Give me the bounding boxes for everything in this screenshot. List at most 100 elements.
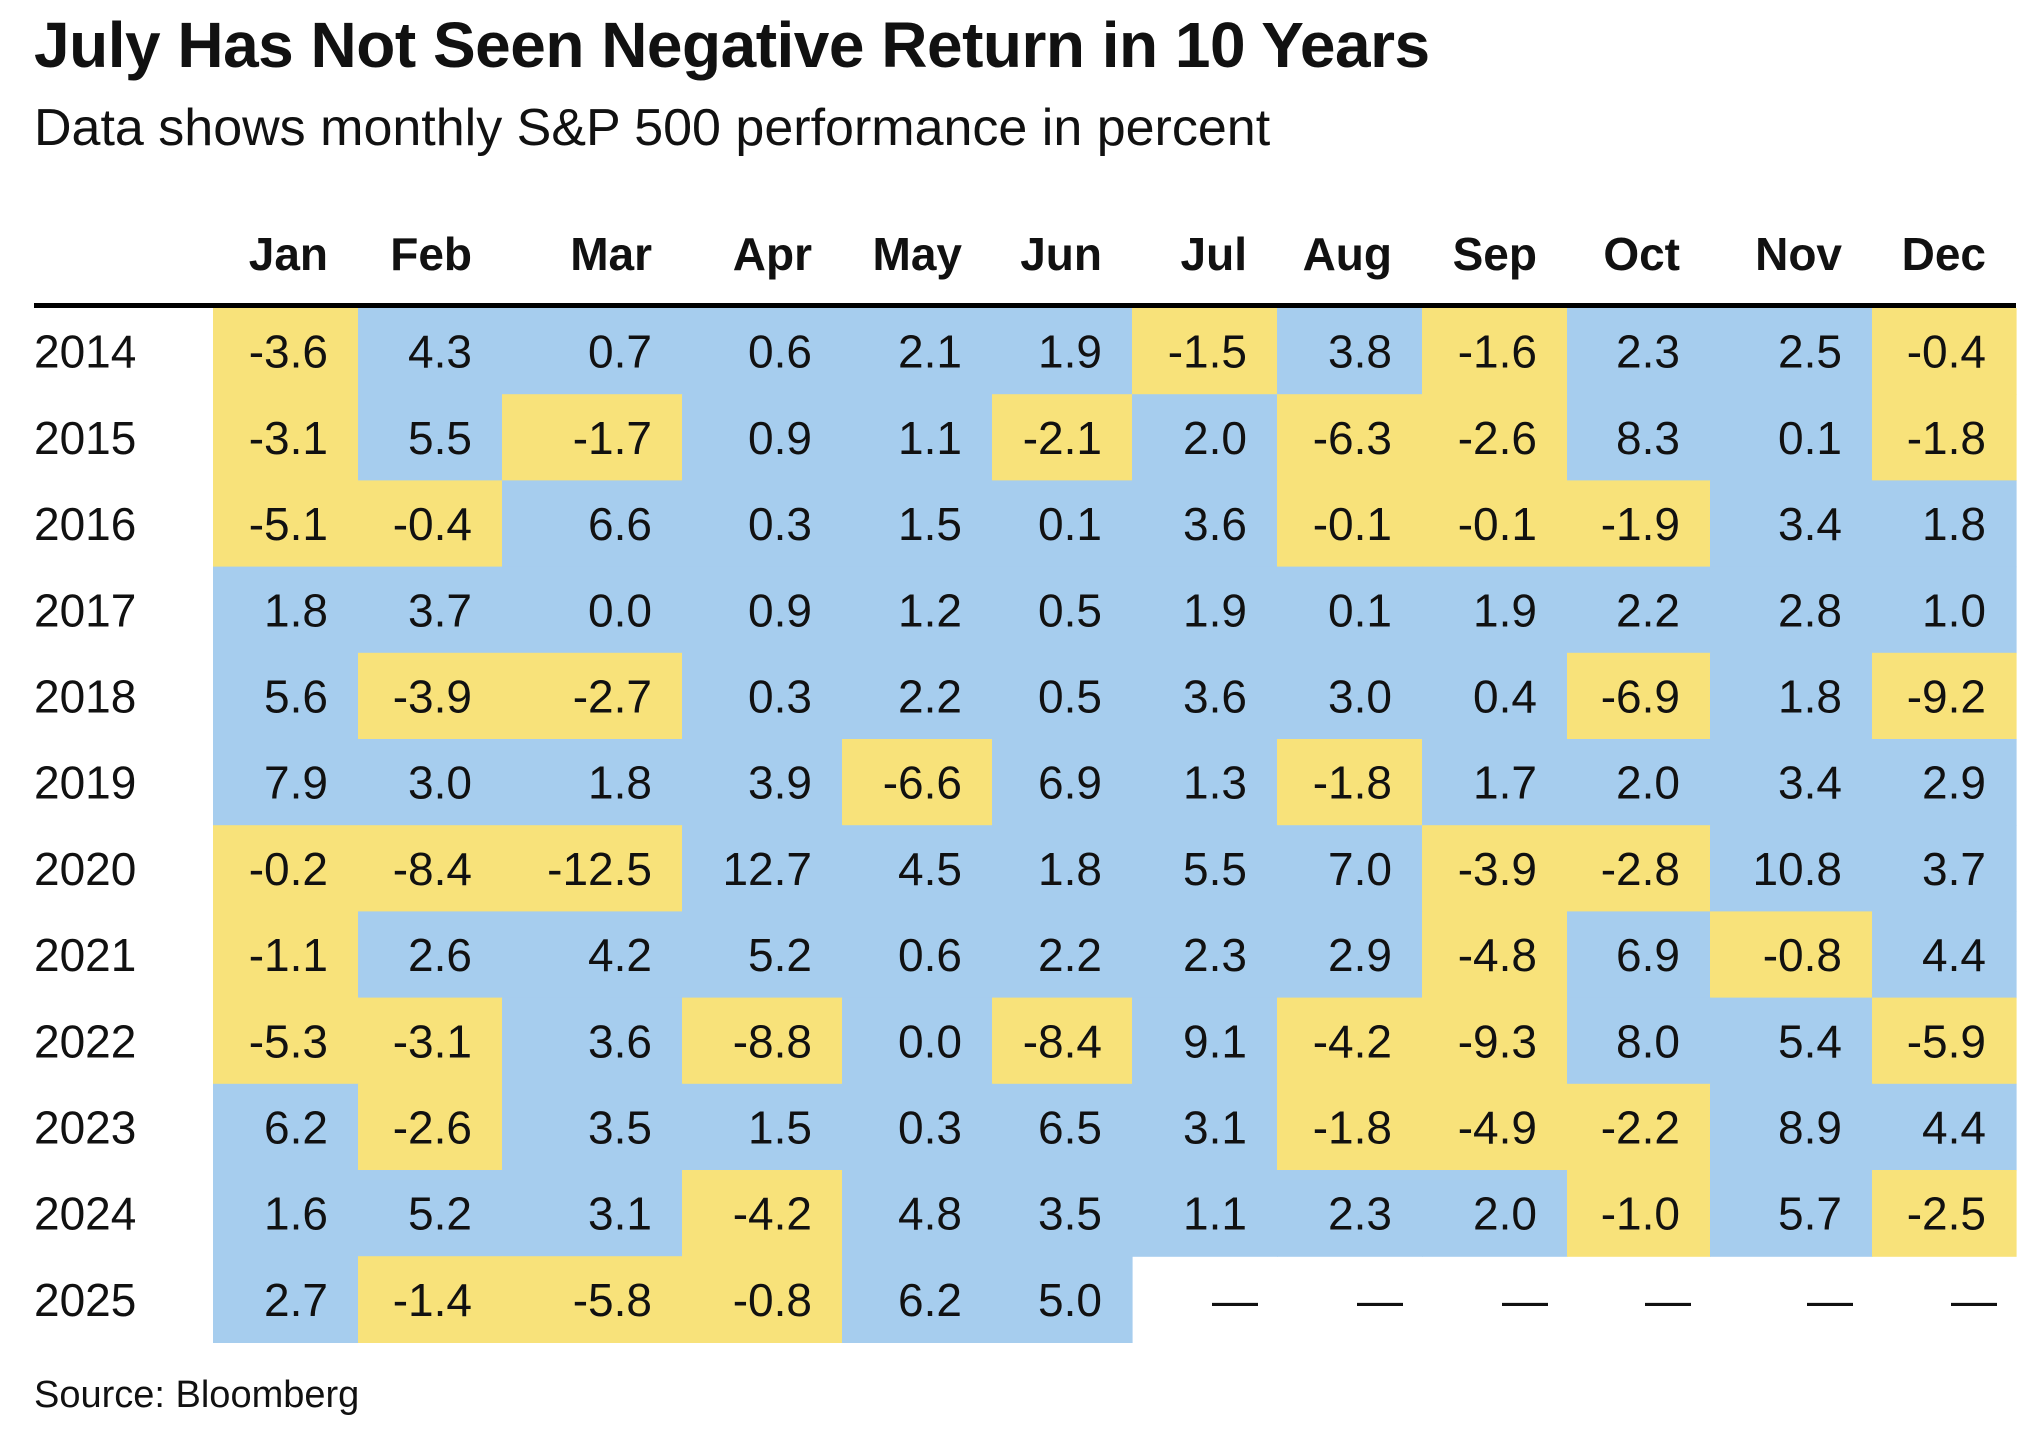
cell-2016-feb	[358, 480, 503, 568]
cell-2017-jul	[1132, 566, 1278, 654]
cell-value: -9.2	[1907, 670, 1986, 722]
cell-value: 3.4	[1778, 757, 1842, 809]
cell-value: 2.0	[1473, 1188, 1537, 1240]
cell-value: -5.3	[249, 1015, 328, 1067]
cell-2018-mar	[502, 652, 683, 740]
cell-2022-jul	[1132, 997, 1278, 1085]
cell-2018-oct	[1567, 652, 1711, 740]
cell-value: 0.6	[748, 326, 812, 378]
year-label: 2022	[34, 1015, 136, 1067]
cell-2023-jun	[992, 1083, 1133, 1171]
cell-value: -1.5	[1168, 326, 1247, 378]
cell-value: 2.1	[898, 326, 962, 378]
cell-value: 2.9	[1922, 757, 1986, 809]
cell-value: 3.0	[1328, 670, 1392, 722]
cell-value: 8.3	[1616, 412, 1680, 464]
cell-2019-mar	[502, 739, 683, 826]
cell-2020-may	[842, 825, 993, 912]
cell-2020-oct	[1567, 825, 1711, 912]
cell-2018-aug	[1277, 652, 1423, 740]
column-header-oct: Oct	[1603, 228, 1680, 280]
table-row: 2019 7.9 3.0 1.8 3.9 -6.6 6.9 1.3 -1.8 1.7 2.0 3.4 2…	[34, 739, 2017, 826]
year-label: 2019	[34, 757, 136, 809]
cell-value: -3.1	[249, 412, 328, 464]
cell-2023-feb	[358, 1083, 503, 1171]
cell-value: -1.6	[1458, 326, 1537, 378]
cell-2024-jul	[1132, 1170, 1278, 1257]
missing-value: —	[1807, 1274, 1853, 1326]
cell-value: 3.0	[408, 757, 472, 809]
cell-2016-mar	[502, 480, 683, 568]
cell-2021-aug	[1277, 911, 1423, 999]
cell-value: 1.9	[1183, 584, 1247, 636]
cell-2018-nov	[1710, 652, 1873, 740]
cell-2019-nov	[1710, 739, 1873, 826]
cell-value: 9.1	[1183, 1015, 1247, 1067]
cell-2025-jan	[213, 1256, 359, 1343]
cell-value: 4.4	[1922, 1101, 1986, 1153]
table-row: 2018 5.6 -3.9 -2.7 0.3 2.2 0.5 3.6 3.0 0.4 -6.9 1.8…	[34, 652, 2017, 740]
cell-value: 2.5	[1778, 326, 1842, 378]
cell-value: 4.3	[408, 326, 472, 378]
cell-value: -2.6	[393, 1101, 472, 1153]
cell-value: -0.4	[393, 498, 472, 550]
cell-value: -12.5	[547, 843, 652, 895]
cell-value: 1.8	[1778, 670, 1842, 722]
cell-2023-nov	[1710, 1083, 1873, 1171]
cell-value: -4.2	[1313, 1015, 1392, 1067]
cell-value: 2.6	[408, 929, 472, 981]
cell-2019-jul	[1132, 739, 1278, 826]
cell-2015-oct	[1567, 394, 1711, 481]
cell-2020-sep	[1422, 825, 1568, 912]
cell-2024-nov	[1710, 1170, 1873, 1257]
cell-value: 3.1	[588, 1188, 652, 1240]
cell-2024-aug	[1277, 1170, 1423, 1257]
cell-value: -0.1	[1313, 498, 1392, 550]
cell-value: -0.8	[733, 1274, 812, 1326]
year-label: 2015	[34, 412, 136, 464]
cell-2017-jan	[213, 566, 359, 654]
cell-value: 1.5	[748, 1101, 812, 1153]
cell-2014-dec	[1872, 308, 2017, 395]
cell-2019-feb	[358, 739, 503, 826]
cell-value: 0.6	[898, 929, 962, 981]
cell-2021-nov	[1710, 911, 1873, 999]
cell-value: 6.9	[1038, 757, 1102, 809]
cell-2016-jan	[213, 480, 359, 568]
cell-value: 0.0	[588, 584, 652, 636]
cell-2016-jul	[1132, 480, 1278, 568]
cell-2020-jun	[992, 825, 1133, 912]
chart-title: July Has Not Seen Negative Return in 10 …	[34, 9, 1430, 81]
cell-value: -8.4	[1023, 1015, 1102, 1067]
cell-2022-feb	[358, 997, 503, 1085]
missing-value: —	[1212, 1274, 1258, 1326]
cell-value: -2.7	[573, 670, 652, 722]
cell-value: -8.8	[733, 1015, 812, 1067]
cell-value: 0.1	[1038, 498, 1102, 550]
cell-2015-jun	[992, 394, 1133, 481]
cell-value: 6.2	[264, 1101, 328, 1153]
cell-value: 1.1	[898, 412, 962, 464]
cell-2023-jul	[1132, 1083, 1278, 1171]
cell-value: 1.9	[1038, 326, 1102, 378]
column-header-may: May	[873, 228, 963, 280]
cell-value: 6.6	[588, 498, 652, 550]
cell-value: -2.1	[1023, 412, 1102, 464]
cell-2015-sep	[1422, 394, 1568, 481]
cell-value: 0.9	[748, 584, 812, 636]
cell-value: -3.6	[249, 326, 328, 378]
cell-2021-jan	[213, 911, 359, 999]
cell-2018-dec	[1872, 652, 2017, 740]
cell-2015-jan	[213, 394, 359, 481]
cell-2015-feb	[358, 394, 503, 481]
cell-value: 2.8	[1778, 584, 1842, 636]
cell-2023-apr	[682, 1083, 843, 1171]
cell-value: -8.4	[393, 843, 472, 895]
cell-value: -1.9	[1601, 498, 1680, 550]
cell-value: 0.3	[748, 670, 812, 722]
cell-2024-sep	[1422, 1170, 1568, 1257]
cell-value: -1.4	[393, 1274, 472, 1326]
column-header-jul: Jul	[1181, 228, 1247, 280]
table-row: 2021 -1.1 2.6 4.2 5.2 0.6 2.2 2.3 2.9 -4.8 6.9 -0.8…	[34, 911, 2017, 999]
cell-2021-oct	[1567, 911, 1711, 999]
